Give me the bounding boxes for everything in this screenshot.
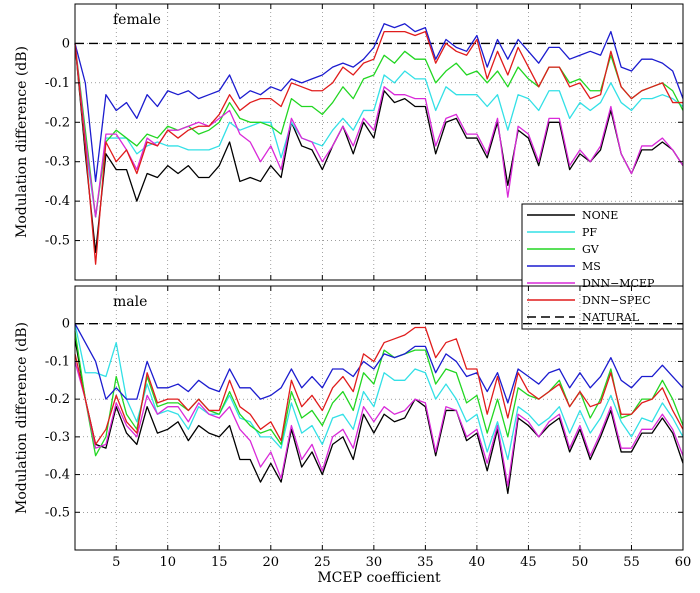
x-tick-label: 35 [417, 555, 434, 570]
legend-entry: NATURAL [582, 311, 640, 324]
legend-entry: GV [582, 243, 600, 256]
series-line-ms [74, 323, 684, 404]
y-axis-label: Modulation difference (dB) [14, 322, 30, 514]
y-tick-label: -0.3 [45, 430, 70, 445]
x-tick-label: 25 [314, 555, 331, 570]
y-tick-label: -0.5 [45, 505, 70, 520]
y-tick-label: 0 [62, 36, 70, 51]
y-axis-label: Modulation difference (dB) [14, 46, 30, 238]
x-tick-label: 60 [675, 555, 692, 570]
y-tick-label: 0 [62, 317, 70, 332]
series-line-dnn-spec [74, 326, 684, 446]
series-line-dnn-mcep [74, 361, 684, 487]
legend-entry: DNN−SPEC [582, 294, 651, 307]
y-tick-label: -0.1 [45, 354, 70, 369]
series-line-gv [74, 331, 684, 457]
y-tick-label: -0.4 [45, 468, 70, 483]
x-tick-label: 55 [623, 555, 640, 570]
legend-entry: PF [582, 226, 597, 239]
x-tick-label: 5 [112, 555, 120, 570]
legend: NONE PF GV MS DNN−MCEP DNN−SPEC NATURAL [521, 203, 684, 330]
y-tick-label: -0.1 [45, 76, 70, 91]
y-tick-label: -0.5 [45, 234, 70, 249]
plot-frame [74, 285, 684, 551]
plot-frame [74, 3, 684, 281]
legend-entry: DNN−MCEP [582, 277, 655, 290]
chart-panels: 0 -0.1 -0.2 -0.3 -0.4 -0.5 female Modulation di… [14, 3, 692, 586]
y-tick-label: -0.3 [45, 155, 70, 170]
panel-female: 0 -0.1 -0.2 -0.3 -0.4 -0.5 female Modulation di… [14, 3, 684, 330]
series-line-dnn-spec [74, 30, 683, 265]
y-tick-label: -0.2 [45, 392, 70, 407]
panel-label: male [113, 294, 147, 310]
panel-male: 5 10 15 20 25 30 35 40 45 50 55 60 0 -0.1 -0.2 -0.3 -0.4… [14, 285, 692, 586]
x-tick-label: 40 [469, 555, 486, 570]
series-line-pf [74, 323, 684, 461]
series-line-pf [74, 43, 684, 218]
x-tick-label: 45 [520, 555, 537, 570]
x-tick-label: 50 [572, 555, 589, 570]
y-tick-label: -0.2 [45, 115, 70, 130]
series-line-gv [74, 43, 684, 218]
y-tick-label: -0.4 [45, 194, 70, 209]
series-line-none [74, 338, 684, 495]
series-line-ms [74, 23, 684, 183]
x-tick-label: 15 [211, 555, 228, 570]
x-tick-label: 30 [366, 555, 383, 570]
legend-entry: MS [582, 260, 601, 273]
series-line-dnn-mcep [74, 43, 684, 218]
legend-entry: NONE [582, 209, 618, 222]
x-axis-label: MCEP coefficient [317, 570, 441, 586]
x-tick-label: 20 [263, 555, 280, 570]
x-tick-label: 10 [159, 555, 176, 570]
panel-label: female [113, 12, 161, 28]
series-line-none [74, 43, 684, 254]
